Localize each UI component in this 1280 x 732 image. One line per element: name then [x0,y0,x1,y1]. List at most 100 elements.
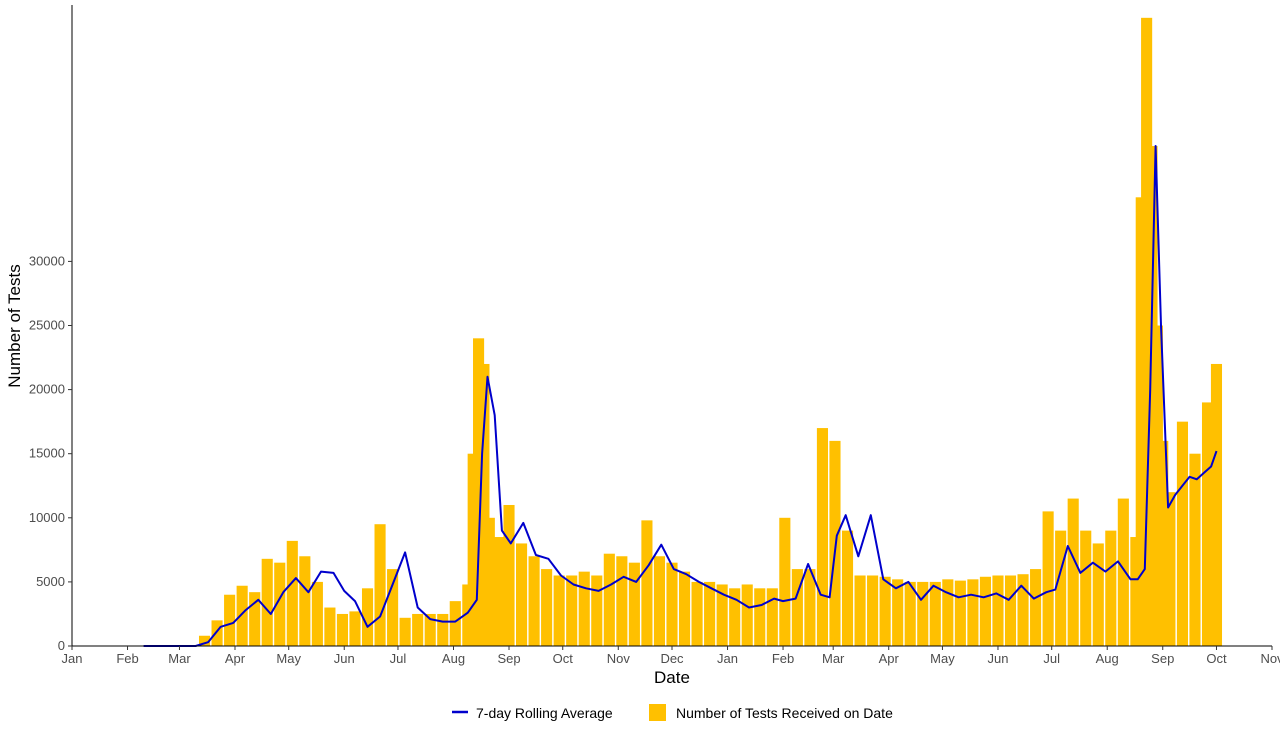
bar [541,569,553,646]
bar [1030,569,1042,646]
bar [653,556,666,646]
bar [641,520,653,646]
x-tick-label: Nov [607,651,631,666]
bar [437,613,449,646]
legend: 7-day Rolling Average Number of Tests Re… [452,704,893,721]
bar [492,537,504,646]
bar [578,571,590,646]
x-tick-label: Jan [717,651,738,666]
bar [483,517,495,646]
x-tick-label: Jan [62,651,83,666]
bar [286,540,298,646]
bar [553,575,565,646]
legend-bar-swatch [649,704,666,721]
x-tick-label: Oct [553,651,574,666]
y-tick-label: 10000 [29,510,65,525]
bar-series [198,17,1223,647]
x-tick-label: Sep [1151,651,1174,666]
bar [1157,440,1169,646]
y-tick-label: 30000 [29,253,65,268]
x-tick-label: Oct [1206,651,1227,666]
bar [666,562,678,646]
bar [1117,498,1129,646]
bar [678,571,691,646]
bar [1176,421,1188,646]
x-tick-label: Nov [1260,651,1280,666]
x-tick-label: Jul [1043,651,1060,666]
legend-label-tests-received: Number of Tests Received on Date [676,705,893,721]
y-tick-label: 0 [58,638,65,653]
y-axis-title: Number of Tests [5,264,24,387]
x-tick-label: Sep [497,651,520,666]
bar [449,601,461,646]
bar [261,558,273,646]
bar [336,613,348,646]
bar [1092,543,1104,646]
x-tick-label: May [276,651,301,666]
bar [374,524,386,646]
bar [779,517,791,646]
bar [816,428,828,646]
bar [1080,530,1092,646]
y-tick-label: 20000 [29,382,65,397]
line-series [143,145,1218,647]
bar [528,556,540,646]
x-tick-label: Jul [390,651,407,666]
bar [1055,530,1067,646]
axes: 0 5000 10000 15000 20000 25000 30000 Jan Feb Mar A… [29,5,1280,666]
bar [1210,363,1223,646]
x-tick-label: Feb [772,651,794,666]
bar [591,575,603,646]
bar [854,575,866,646]
bar [904,581,916,646]
bar [804,569,816,646]
y-tick-label: 5000 [36,574,65,589]
bar [1201,402,1214,646]
bar [198,635,211,646]
bar [879,576,891,646]
bar [791,569,803,646]
bar [729,588,741,646]
bar [1017,574,1029,646]
bar [361,588,374,646]
bar [412,613,424,646]
bar [236,585,248,646]
bar [892,579,904,646]
bar [766,588,778,646]
x-tick-label: Mar [168,651,191,666]
x-axis-title: Date [654,668,690,687]
bar [274,562,286,646]
bar [249,592,261,646]
bar [867,575,879,646]
bar [992,575,1004,646]
x-tick-label: Apr [225,651,246,666]
bar [741,584,753,646]
bar [1164,492,1176,646]
x-tick-label: Dec [660,651,684,666]
bar [1004,575,1017,646]
bar [566,575,578,646]
bar [211,620,223,646]
bar [954,580,966,646]
bar [967,579,979,646]
bar [979,576,991,646]
bar [917,581,929,646]
bar [1042,511,1054,646]
bar [841,530,854,646]
bar [424,613,436,646]
bar [478,363,490,646]
bar [387,569,399,646]
x-tick-label: Aug [1096,651,1119,666]
rolling-average-line [143,145,1218,647]
bar [616,556,628,646]
bar [754,588,766,646]
bar [716,584,728,646]
y-tick-label: 15000 [29,446,65,461]
bar [1189,453,1201,646]
bar [516,543,528,646]
bar [311,581,323,646]
x-tick-label: Aug [442,651,465,666]
bar [1105,530,1117,646]
bar [628,562,640,646]
